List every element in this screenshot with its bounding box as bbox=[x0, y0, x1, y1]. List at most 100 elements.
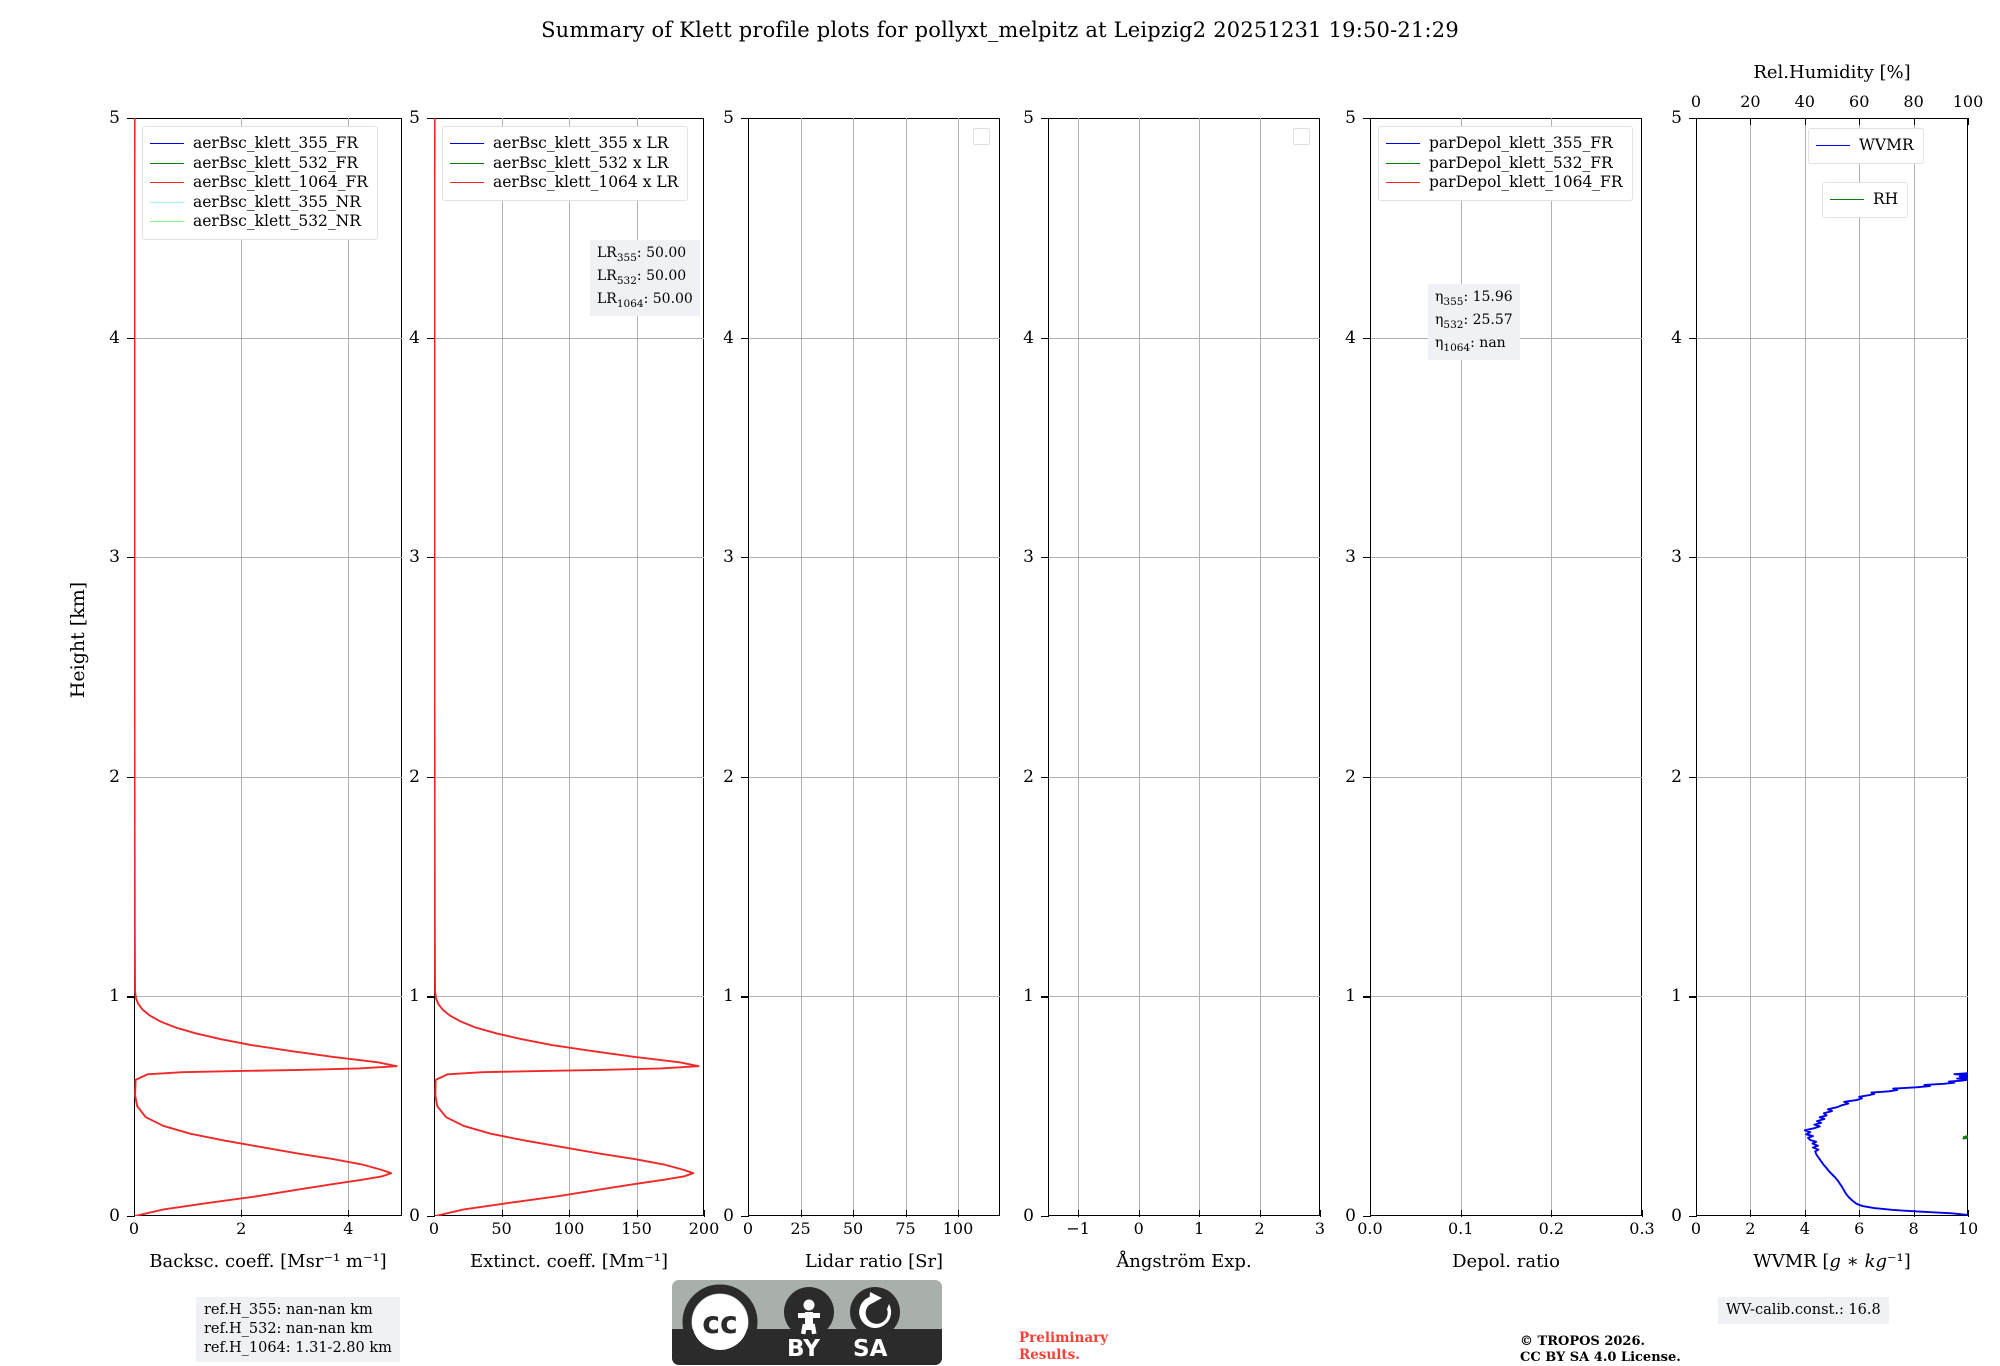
y-tick bbox=[127, 557, 135, 559]
x-tick-top bbox=[1913, 118, 1915, 125]
x-tick bbox=[1460, 1210, 1462, 1217]
cc-badge-by-label: BY bbox=[787, 1336, 820, 1362]
x-tick-label: 0.0 bbox=[1357, 1219, 1383, 1238]
x-tick bbox=[636, 1210, 638, 1217]
gridline-v bbox=[636, 118, 638, 1216]
info-line: η1064: nan bbox=[1435, 334, 1506, 354]
x-tick bbox=[1968, 1210, 1969, 1217]
y-tick bbox=[1363, 118, 1371, 120]
legend-label: aerBsc_klett_1064_FR bbox=[193, 173, 368, 191]
series-rh bbox=[1962, 1135, 1968, 1140]
info-value: 50.00 bbox=[646, 245, 687, 261]
data-curves-backscatter bbox=[134, 118, 398, 1216]
info-subscript: 355 bbox=[1443, 295, 1464, 308]
y-tick-label: 5 bbox=[109, 108, 120, 128]
gridline-h bbox=[134, 996, 402, 998]
info-line: η355: 15.96 bbox=[1435, 289, 1513, 308]
x-tick bbox=[1642, 1210, 1643, 1217]
x-tick-label: 6 bbox=[1854, 1219, 1865, 1238]
legend-item: parDepol_klett_532_FR bbox=[1386, 154, 1623, 174]
x-tick bbox=[1370, 1210, 1371, 1217]
y-tick-label: 1 bbox=[723, 986, 734, 1007]
y-tick bbox=[1363, 1216, 1371, 1218]
empty-legend-box bbox=[973, 128, 990, 145]
gridline-h bbox=[134, 776, 402, 778]
legend-extinction[interactable]: aerBsc_klett_355 x LR aerBsc_klett_532 x … bbox=[442, 126, 689, 201]
x-tick-label: 4 bbox=[1799, 1219, 1810, 1238]
y-tick bbox=[741, 776, 749, 779]
legend-label: aerBsc_klett_532_NR bbox=[193, 212, 361, 230]
y-tick bbox=[1689, 337, 1697, 339]
y-tick-label: 5 bbox=[1671, 108, 1682, 128]
y-tick-label: 0 bbox=[723, 1206, 734, 1226]
x-tick bbox=[241, 1210, 243, 1217]
legend-item: aerBsc_klett_532_NR bbox=[150, 212, 368, 232]
info-line: LR1064: 50.00 bbox=[597, 290, 693, 310]
legend-depolarization-ratio[interactable]: parDepol_klett_355_FR parDepol_klett_532_… bbox=[1378, 126, 1633, 201]
cc-license-badge[interactable]: cc BY SA bbox=[672, 1280, 942, 1365]
axes-frame-angstroem-exponent bbox=[1048, 118, 1320, 1216]
legend-label: parDepol_klett_1064_FR bbox=[1429, 173, 1623, 191]
axes-frame-backscatter bbox=[134, 118, 402, 1216]
ref-height-532: ref.H_532: nan-nan km bbox=[204, 1321, 373, 1337]
x-tick-label: 0.1 bbox=[1447, 1219, 1474, 1238]
gridline-v bbox=[1138, 118, 1140, 1216]
legend-wvmr[interactable]: WVMR bbox=[1808, 128, 1924, 164]
legend-item: aerBsc_klett_1064_FR bbox=[150, 173, 368, 193]
info-subscript: 1064 bbox=[1443, 341, 1471, 354]
legend-item: aerBsc_klett_1064 x LR bbox=[450, 173, 678, 193]
x-tick bbox=[853, 1210, 854, 1217]
x-tick bbox=[1078, 1210, 1080, 1217]
gridline-v bbox=[1259, 118, 1261, 1216]
y-tick-label: 0 bbox=[109, 1206, 120, 1226]
legend-swatch-line bbox=[150, 182, 184, 184]
preliminary-line-2: Results. bbox=[1019, 1347, 1080, 1363]
legend-label: aerBsc_klett_355 x LR bbox=[493, 134, 669, 152]
y-tick-label: 2 bbox=[1023, 766, 1034, 787]
y-tick bbox=[1689, 118, 1697, 120]
y-tick bbox=[427, 337, 435, 339]
legend-rh[interactable]: RH bbox=[1822, 182, 1909, 218]
y-tick-label: 5 bbox=[1023, 108, 1034, 128]
x-tick-label-top: 60 bbox=[1849, 92, 1870, 111]
x-tick-label: 0 bbox=[1133, 1219, 1144, 1238]
x-tick bbox=[1199, 1210, 1201, 1217]
info-subscript: 532 bbox=[1443, 318, 1464, 331]
plot-panel-depolarization-ratio: 0.0 0.1 0.2 0.3 0 1 2 3 4 5 Depol. ratio parDepol_k… bbox=[1345, 108, 1655, 1272]
y-tick-label: 4 bbox=[1671, 327, 1682, 348]
y-tick bbox=[1041, 557, 1049, 559]
legend-item: parDepol_klett_1064_FR bbox=[1386, 173, 1623, 193]
x-tick bbox=[800, 1210, 802, 1217]
legend-swatch-line bbox=[450, 162, 484, 164]
legend-label: aerBsc_klett_355_NR bbox=[193, 192, 361, 211]
x-tick bbox=[704, 1210, 705, 1217]
y-tick-label: 0 bbox=[409, 1206, 420, 1226]
y-tick-label: 4 bbox=[723, 327, 734, 348]
legend-item: aerBsc_klett_532_FR bbox=[150, 154, 368, 174]
gridline-v bbox=[1199, 118, 1201, 1216]
info-symbol: LR bbox=[597, 245, 617, 261]
plot-panel-extinction: 0 50 100 150 200 0 1 2 3 4 5 Extinct. coeff. [Mm⁻¹]… bbox=[409, 108, 719, 1272]
gridline-v bbox=[1078, 118, 1080, 1216]
y-tick bbox=[427, 996, 435, 998]
gridline-v bbox=[853, 118, 854, 1216]
y-tick-label: 2 bbox=[723, 766, 734, 787]
x-tick bbox=[501, 1210, 503, 1217]
y-tick-label: 1 bbox=[1023, 986, 1034, 1007]
legend-backscatter[interactable]: aerBsc_klett_355_FR aerBsc_klett_532_FR ae… bbox=[142, 126, 378, 240]
y-tick-label: 5 bbox=[1345, 108, 1356, 128]
y-tick bbox=[741, 118, 749, 120]
series-aerbsc-klett-1064-x-lr bbox=[434, 118, 700, 1216]
y-tick-label: 1 bbox=[109, 986, 120, 1007]
series-wvmr bbox=[1803, 1072, 1968, 1216]
y-tick bbox=[1041, 1216, 1049, 1218]
y-tick bbox=[427, 776, 435, 779]
cc-badge-sa-label: SA bbox=[853, 1336, 888, 1362]
ref-height-355: ref.H_355: nan-nan km bbox=[204, 1302, 373, 1318]
x-tick bbox=[1913, 1210, 1915, 1217]
plot-panel-backscatter: 0 2 4 0 1 2 3 4 5 Backsc. coeff. [Msr⁻¹ m⁻¹] aerBs… bbox=[109, 108, 402, 1272]
x-tick bbox=[1804, 1210, 1806, 1217]
x-tick-label: 0.2 bbox=[1538, 1219, 1565, 1238]
legend-label: parDepol_klett_355_FR bbox=[1429, 134, 1613, 152]
gridline-v bbox=[1551, 118, 1553, 1216]
